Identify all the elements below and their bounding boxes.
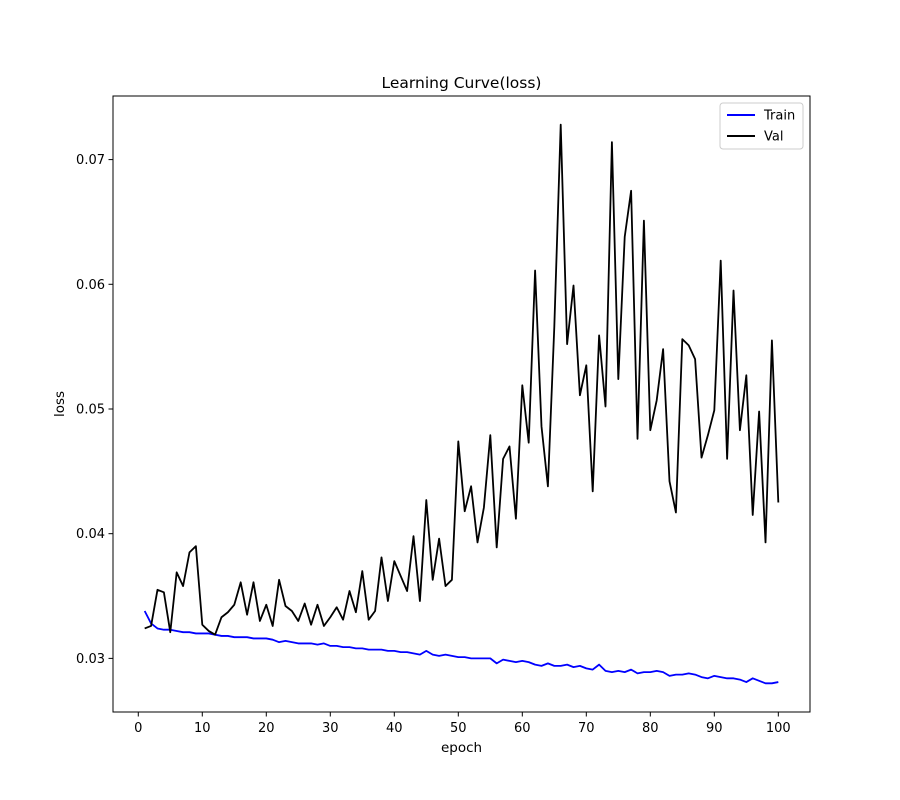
y-tick-label: 0.05: [76, 402, 105, 417]
x-axis: 0 10 20 30 40 50 60 70 80 90 100: [134, 712, 791, 736]
y-axis-label: loss: [52, 391, 68, 417]
y-tick-label: 0.03: [76, 652, 105, 667]
y-tick-label: 0.07: [76, 153, 105, 168]
x-tick-label: 20: [258, 721, 275, 736]
plot-area: [112, 95, 811, 713]
legend-label-val: Val: [764, 130, 783, 145]
legend: Train Val: [719, 102, 804, 150]
chart-title: Learning Curve(loss): [382, 74, 542, 92]
axes-frame: [112, 95, 811, 713]
y-tick-label: 0.04: [76, 527, 105, 542]
y-tick-label: 0.06: [76, 278, 105, 293]
series-line-train: [143, 610, 779, 685]
x-tick-label: 30: [322, 721, 339, 736]
x-axis-label: epoch: [441, 740, 482, 756]
x-tick-label: 60: [514, 721, 531, 736]
x-tick-label: 10: [194, 721, 211, 736]
x-tick-label: 50: [450, 721, 467, 736]
x-tick-label: 100: [766, 721, 791, 736]
x-tick-label: 90: [706, 721, 723, 736]
series-line-val: [144, 123, 780, 636]
x-tick-label: 70: [578, 721, 595, 736]
y-axis: 0.03 0.04 0.05 0.06 0.07: [76, 153, 113, 667]
x-tick-label: 80: [642, 721, 659, 736]
legend-label-train: Train: [763, 109, 795, 124]
x-tick-label: 0: [134, 721, 142, 736]
x-tick-label: 40: [386, 721, 403, 736]
